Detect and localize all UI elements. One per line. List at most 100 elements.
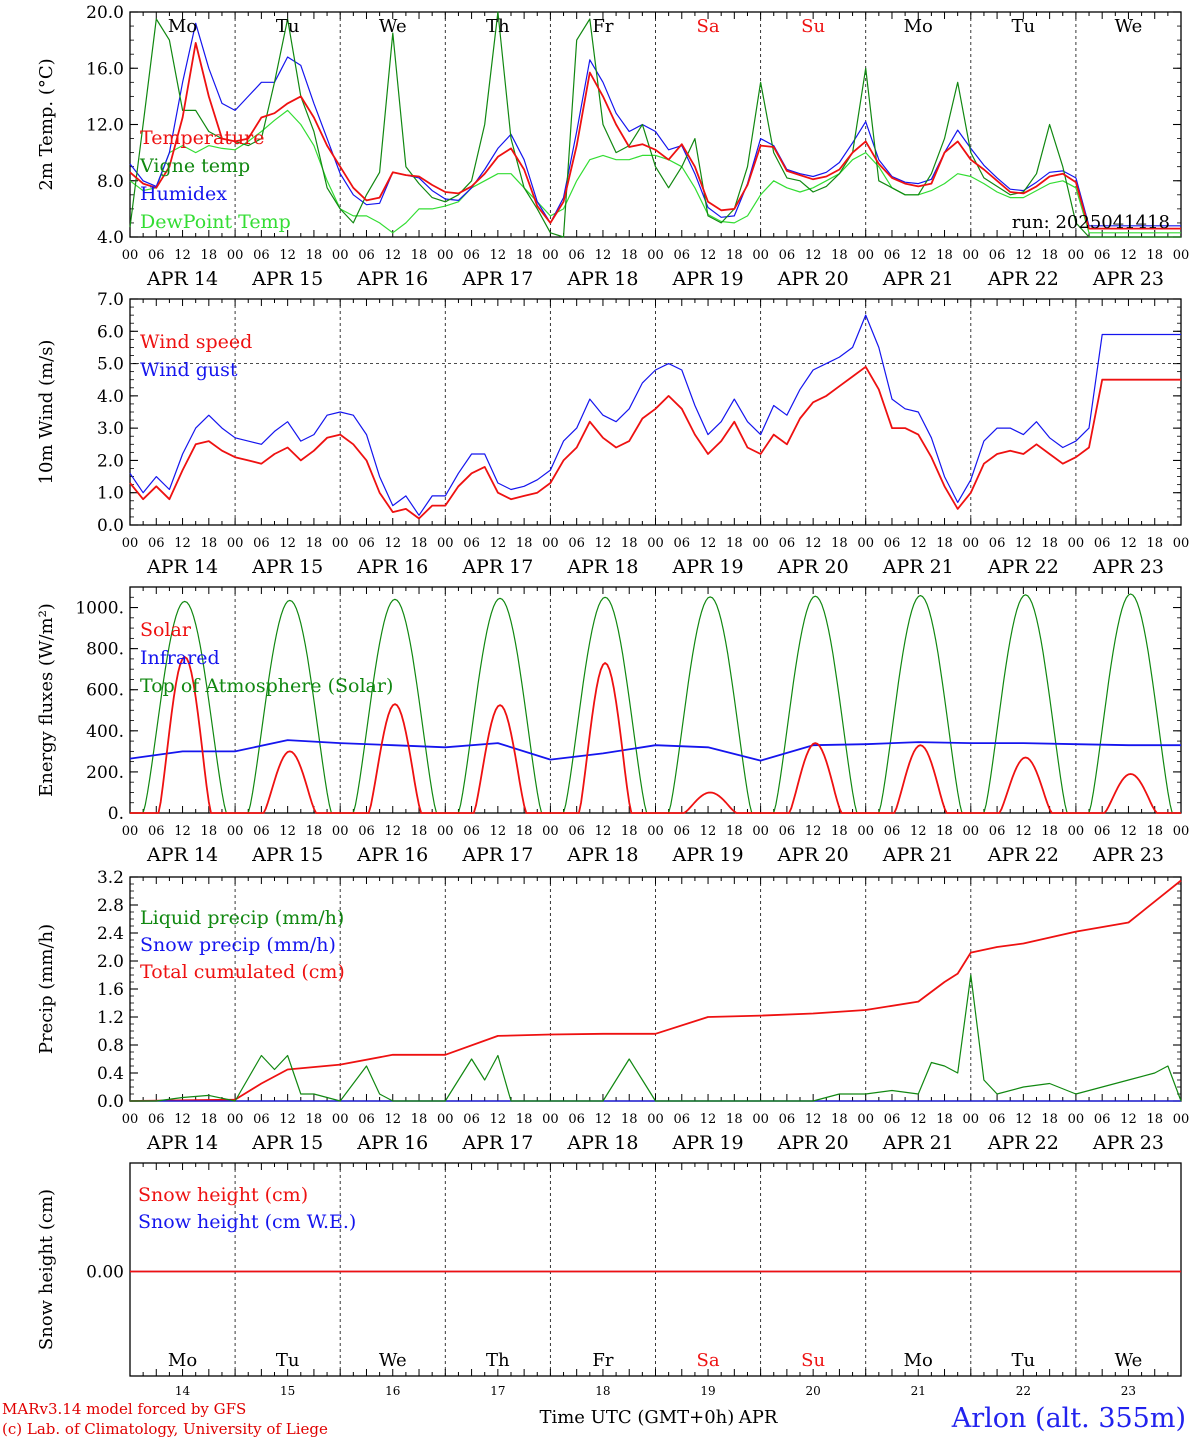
hour-tick-label: 12 <box>384 824 401 839</box>
hour-tick-label: 18 <box>621 824 638 839</box>
hour-tick-label: 00 <box>437 248 454 263</box>
hour-tick-label: 06 <box>989 824 1006 839</box>
hour-tick-label: 06 <box>989 1112 1006 1127</box>
x-axis-label: Time UTC (GMT+0h) <box>539 1407 734 1428</box>
date-label: APR 14 <box>146 844 218 866</box>
hour-tick-label: 12 <box>700 248 717 263</box>
hour-tick-label: 18 <box>936 248 953 263</box>
hour-tick-label: 18 <box>306 824 323 839</box>
y-tick-label: 8.0 <box>97 172 124 192</box>
y-tick-label: 0.4 <box>97 1064 124 1084</box>
hour-tick-label: 06 <box>884 248 901 263</box>
hour-tick-label: 18 <box>516 248 533 263</box>
hour-tick-label: 00 <box>437 1112 454 1127</box>
hour-tick-label: 06 <box>674 536 691 551</box>
y-tick-label: 600. <box>86 681 124 701</box>
hour-tick-label: 12 <box>1120 536 1137 551</box>
hour-tick-label: 18 <box>306 1112 323 1127</box>
hour-tick-label: 18 <box>936 824 953 839</box>
lab-credit: (c) Lab. of Climatology, University of L… <box>2 1420 328 1438</box>
weekday-label: We <box>1115 16 1143 37</box>
weekday-label: We <box>379 16 407 37</box>
hour-tick-label: 18 <box>411 536 428 551</box>
legend-entry: Infrared <box>140 647 220 669</box>
hour-tick-label: 12 <box>1015 536 1032 551</box>
hour-tick-label: 06 <box>674 824 691 839</box>
y-tick-label: 7.0 <box>97 290 124 310</box>
hour-tick-label: 00 <box>1173 1112 1190 1127</box>
hour-tick-label: 00 <box>437 824 454 839</box>
y-tick-label: 0.8 <box>97 1036 124 1056</box>
legend-entry: Total cumulated (cm) <box>140 961 345 983</box>
hour-tick-label: 06 <box>779 248 796 263</box>
date-label: APR 23 <box>1092 268 1164 290</box>
hour-tick-label: 06 <box>358 1112 375 1127</box>
day-number-label: 18 <box>595 1384 610 1398</box>
hour-tick-label: 18 <box>936 536 953 551</box>
hour-tick-label: 00 <box>857 824 874 839</box>
date-label: APR 17 <box>461 844 533 866</box>
legend-entry: Top of Atmosphere (Solar) <box>140 675 393 697</box>
legend-entry: Temperature <box>140 127 264 149</box>
hour-tick-label: 18 <box>831 248 848 263</box>
hour-tick-label: 12 <box>595 536 612 551</box>
hour-tick-label: 12 <box>174 824 191 839</box>
hour-tick-label: 12 <box>700 536 717 551</box>
y-tick-label: 2.8 <box>97 896 124 916</box>
y-tick-label: 0.0 <box>97 516 124 536</box>
series-line-liquid-precip-mm-h- <box>130 974 1182 1102</box>
hour-tick-label: 06 <box>568 824 585 839</box>
hour-tick-label: 00 <box>1173 824 1190 839</box>
hour-tick-label: 06 <box>568 1112 585 1127</box>
hour-tick-label: 12 <box>1120 1112 1137 1127</box>
date-label: APR 14 <box>146 556 218 578</box>
plot-frame <box>129 11 1182 238</box>
hour-tick-label: 00 <box>752 1112 769 1127</box>
weekday-label: Th <box>486 1350 510 1371</box>
date-label: APR 17 <box>461 268 533 290</box>
hour-tick-label: 06 <box>463 824 480 839</box>
hour-tick-label: 06 <box>989 248 1006 263</box>
y-tick-label: 4.0 <box>97 228 124 248</box>
date-label: APR 20 <box>777 844 849 866</box>
hour-tick-label: 18 <box>1146 1112 1163 1127</box>
weekday-label: Tu <box>276 1350 300 1371</box>
series-line-vigne-temp <box>129 11 1181 238</box>
weekday-label: Mo <box>904 1350 933 1371</box>
date-label: APR 21 <box>882 1132 954 1154</box>
hour-tick-label: 18 <box>726 248 743 263</box>
hour-tick-label: 18 <box>306 248 323 263</box>
hour-tick-label: 12 <box>174 1112 191 1127</box>
hour-tick-label: 00 <box>332 824 349 839</box>
hour-tick-label: 18 <box>831 536 848 551</box>
weekday-label: Sa <box>697 16 720 37</box>
hour-tick-label: 12 <box>174 536 191 551</box>
hour-tick-label: 12 <box>595 824 612 839</box>
hour-tick-label: 18 <box>516 824 533 839</box>
hour-tick-label: 18 <box>306 536 323 551</box>
hour-tick-label: 18 <box>1041 248 1058 263</box>
hour-tick-label: 06 <box>1094 248 1111 263</box>
weekday-label: Fr <box>592 1350 613 1371</box>
date-label: APR 22 <box>987 1132 1059 1154</box>
hour-tick-label: 06 <box>148 1112 165 1127</box>
day-number-label: 21 <box>911 1384 926 1398</box>
date-label: APR 23 <box>1092 556 1164 578</box>
hour-tick-label: 06 <box>253 536 270 551</box>
hour-tick-label: 00 <box>542 1112 559 1127</box>
hour-tick-label: 00 <box>437 536 454 551</box>
day-number-label: 23 <box>1121 1384 1136 1398</box>
date-label: APR 16 <box>356 556 428 578</box>
hour-tick-label: 18 <box>621 1112 638 1127</box>
hour-tick-label: 18 <box>411 248 428 263</box>
hour-tick-label: 18 <box>831 824 848 839</box>
hour-tick-label: 00 <box>227 1112 244 1127</box>
date-label: APR 14 <box>146 1132 218 1154</box>
hour-tick-label: 06 <box>253 824 270 839</box>
series-line-temperature <box>129 42 1181 230</box>
hour-tick-label: 12 <box>805 536 822 551</box>
hour-tick-label: 00 <box>122 824 139 839</box>
date-label: APR 14 <box>146 268 218 290</box>
hour-tick-label: 18 <box>1041 1112 1058 1127</box>
